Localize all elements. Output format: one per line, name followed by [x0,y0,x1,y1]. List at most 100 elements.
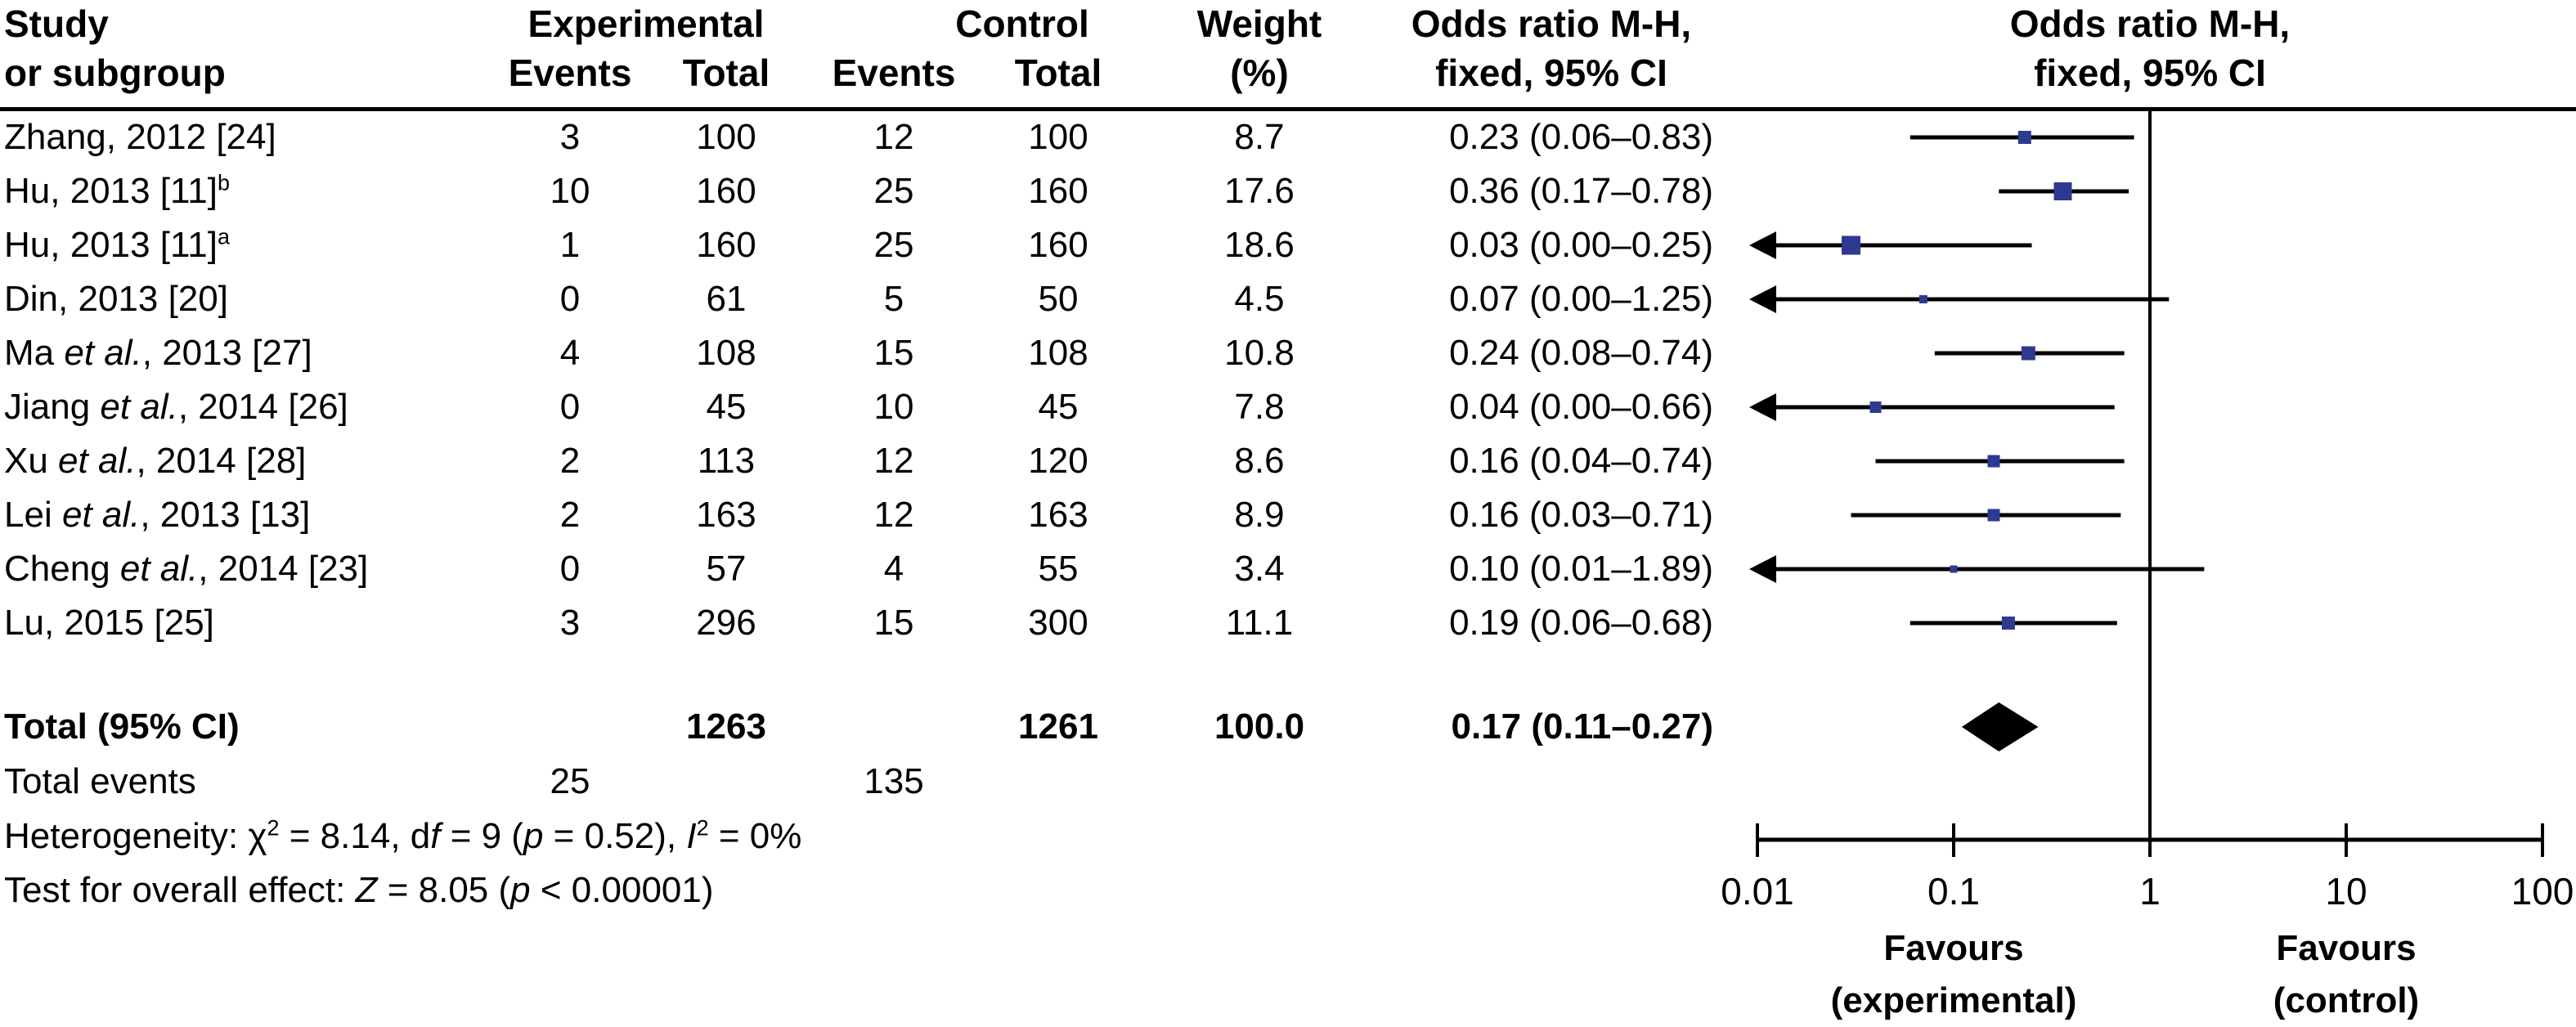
control-total-cell: 55 [1038,549,1079,589]
control-events-cell: 12 [873,495,914,535]
experimental-total-cell: 100 [696,117,756,157]
total-events-row: Total events 25 135 [0,755,1766,809]
italic-text: et al. [64,333,142,373]
superscript-text: 2 [696,815,709,841]
control-total-cell: 120 [1028,441,1088,481]
col-header-experimental: Experimental [527,2,765,45]
experimental-events-cell: 4 [559,333,581,373]
col-header-or-line2: fixed, 95% CI [1435,52,1667,94]
text-segment: Lei [4,495,62,535]
control-total-cell: 160 [1028,171,1088,211]
text-segment: , 2014 [28] [136,441,307,481]
weight-cell: 8.9 [1234,495,1285,535]
favours-control-label-line2: (control) [2273,980,2419,1020]
study-label: Xu et al., 2014 [28] [4,434,495,488]
superscript-text: 2 [267,815,280,841]
or-marker [1987,509,2000,522]
control-total-cell: 163 [1028,495,1088,535]
col-header-exp-total: Total [682,52,770,94]
plot-header-line1: Odds ratio M-H, [2009,2,2291,45]
axis-tick-label: 0.1 [1928,870,1980,913]
total-events-ctrl: 135 [864,761,924,801]
text-segment: Hu, 2013 [11] [4,225,218,265]
axis-tick-label: 100 [2511,870,2574,913]
col-header-ctrl-total: Total [1014,52,1102,94]
total-exp-total: 1263 [686,706,766,747]
or-marker [2017,131,2031,144]
or-marker [1987,455,2000,468]
or-ci-cell: 0.16 (0.03–0.71) [1449,495,1713,535]
text-segment: , 2014 [23] [198,549,369,589]
text-segment: < 0.00001) [530,870,714,910]
italic-text: f [430,816,441,856]
or-ci-cell: 0.36 (0.17–0.78) [1449,171,1713,211]
control-total-cell: 108 [1028,333,1088,373]
text-segment: Heterogeneity: χ [4,816,267,856]
ci-arrow-left [1749,555,1776,583]
or-ci-cell: 0.04 (0.00–0.66) [1449,387,1713,427]
overall-effect-text: Test for overall effect: Z = 8.05 (p < 0… [4,863,714,917]
experimental-total-cell: 160 [696,225,756,265]
col-header-ctrl-events: Events [832,52,956,94]
text-segment: = 0.52), [543,816,687,856]
weight-cell: 4.5 [1234,279,1285,319]
favours-experimental-label-line2: (experimental) [1831,980,2077,1020]
col-header-weight-line1: Weight [1196,2,1322,45]
text-segment: Zhang, 2012 [24] [4,117,276,157]
control-events-cell: 12 [873,117,914,157]
text-segment: = 8.14, d [279,816,431,856]
weight-cell: 18.6 [1224,225,1295,265]
control-total-cell: 300 [1028,603,1088,643]
heterogeneity-text: Heterogeneity: χ2 = 8.14, df = 9 (p = 0.… [4,809,801,863]
study-row: Xu et al., 2014 [28] 2 113 12 120 8.6 0.16 (0.… [0,434,1766,488]
text-segment: Test for overall effect: [4,870,356,910]
italic-text: p [523,816,544,856]
experimental-events-cell: 2 [559,441,581,481]
italic-text: p [510,870,531,910]
experimental-total-cell: 296 [696,603,756,643]
study-label: Hu, 2013 [11]a [4,218,495,272]
text-segment: Cheng [4,549,120,589]
or-ci-cell: 0.03 (0.00–0.25) [1449,225,1713,265]
total-ctrl-total: 1261 [1018,706,1098,747]
study-row: Lu, 2015 [25] 3 296 15 300 11.1 0.19 (0.06–0.6… [0,596,1766,650]
study-label: Din, 2013 [20] [4,272,495,326]
col-header-study-line1: Study [4,2,109,45]
or-marker [1919,295,1928,303]
study-label: Cheng et al., 2014 [23] [4,542,495,596]
study-row: Cheng et al., 2014 [23] 0 57 4 55 3.4 0.10 (0.… [0,542,1766,596]
axis-tick-label: 0.01 [1721,870,1794,913]
col-header-study-line2: or subgroup [4,52,226,94]
experimental-total-cell: 57 [706,549,747,589]
control-total-cell: 100 [1028,117,1088,157]
study-row: Lei et al., 2013 [13] 2 163 12 163 8.9 0.16 (0… [0,488,1766,542]
text-segment: , 2013 [13] [140,495,311,535]
study-row: Hu, 2013 [11]a 1 160 25 160 18.6 0.03 (0.00–0.… [0,218,1766,272]
weight-cell: 8.6 [1234,441,1285,481]
or-marker [2053,182,2072,200]
col-header-control: Control [955,2,1089,45]
text-segment: = 9 ( [440,816,523,856]
axis-tick-label: 10 [2325,870,2367,913]
superscript-text: a [217,224,230,249]
or-marker [1950,565,1958,573]
experimental-events-cell: 0 [559,387,581,427]
control-events-cell: 5 [883,279,904,319]
text-segment: , 2014 [26] [177,387,348,427]
italic-text: et al. [100,387,178,427]
experimental-total-cell: 61 [706,279,747,319]
or-marker [2021,346,2035,361]
superscript-text: b [217,170,230,195]
total-events-label: Total events [4,761,196,801]
experimental-total-cell: 113 [697,441,756,481]
favours-experimental-label-line1: Favours [1883,928,2023,968]
total-weight: 100.0 [1214,706,1305,747]
weight-cell: 11.1 [1225,603,1294,643]
text-segment: Jiang [4,387,101,427]
or-ci-cell: 0.24 (0.08–0.74) [1449,333,1713,373]
weight-cell: 17.6 [1224,171,1295,211]
or-ci-cell: 0.23 (0.06–0.83) [1449,117,1713,157]
weight-cell: 3.4 [1234,549,1285,589]
study-label: Zhang, 2012 [24] [4,110,495,164]
weight-cell: 7.8 [1234,387,1285,427]
